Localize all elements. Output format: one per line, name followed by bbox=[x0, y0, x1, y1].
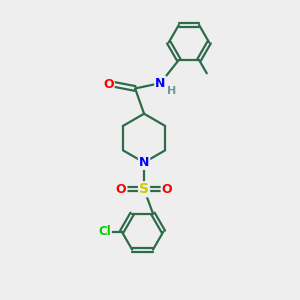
Text: H: H bbox=[167, 86, 176, 96]
Text: O: O bbox=[103, 77, 114, 91]
Text: Cl: Cl bbox=[98, 225, 111, 238]
Text: N: N bbox=[139, 156, 149, 169]
Text: O: O bbox=[116, 183, 127, 196]
Text: N: N bbox=[155, 76, 166, 90]
Text: O: O bbox=[162, 183, 172, 196]
Text: S: S bbox=[139, 182, 149, 196]
